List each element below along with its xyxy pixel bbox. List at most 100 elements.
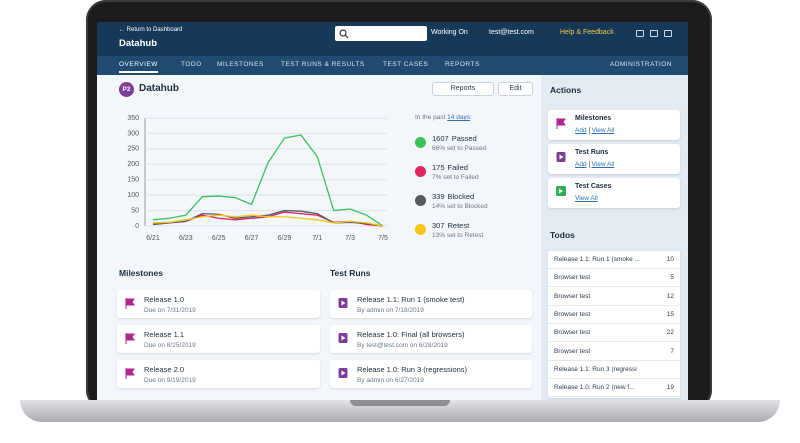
icon-shape	[125, 298, 135, 309]
todo-row[interactable]: Release 1.1: Run 1 (smoke ... 10	[548, 251, 680, 269]
x-tick-label: 6/23	[179, 235, 193, 242]
play-icon	[556, 152, 566, 162]
play-icon	[338, 333, 348, 343]
icon-shape	[559, 154, 564, 160]
todo-row[interactable]: Browser test 22	[548, 324, 680, 343]
todo-name: Browser test	[554, 310, 591, 318]
nav-tab[interactable]: TEST RUNS & RESULTS	[281, 61, 365, 68]
legend-swatch	[415, 224, 426, 235]
todo-count: 15	[666, 310, 674, 318]
admin-tab[interactable]: ADMINISTRATION	[609, 61, 672, 68]
legend-swatch	[415, 166, 426, 177]
todo-row[interactable]: Release 1.1: Run 3 (regressi	[548, 361, 680, 379]
action-link[interactable]: Add	[575, 127, 587, 135]
todo-row[interactable]: Browser test 15	[548, 306, 680, 324]
header-menu[interactable]: test@test.com	[489, 29, 534, 36]
todo-row[interactable]: Browser test 12	[548, 288, 680, 306]
legend-note: 14% set to Blocked	[432, 203, 488, 210]
header-menu[interactable]: Help & Feedback	[560, 29, 614, 36]
play-icon	[338, 368, 348, 378]
todo-row[interactable]: Release 1.0: Run 2 (new f... 19	[548, 379, 680, 398]
flag-icon	[125, 298, 135, 309]
milestone-card[interactable]: Release 1.1 Due on 8/25/2019	[117, 325, 320, 353]
reports-button[interactable]: Reports	[432, 82, 494, 96]
period: In the past 14 days:	[415, 114, 472, 121]
icon-shape	[125, 333, 135, 344]
legend: In the past 14 days: 1607 Passed 66% set t…	[415, 114, 535, 254]
y-tick-label: 50	[131, 207, 139, 214]
action-name: Milestones	[575, 115, 612, 122]
flag-icon	[125, 368, 135, 379]
search-icon	[339, 29, 349, 39]
icon-shape	[341, 300, 346, 306]
milestone-card[interactable]: Release 2.0 Due on 9/19/2019	[117, 360, 320, 388]
todo-name: Browser test	[554, 329, 591, 337]
legend-swatch	[415, 137, 426, 148]
legend-total: 307	[432, 221, 445, 230]
legend-note: 13% set to Retest	[432, 232, 484, 239]
nav-tab[interactable]: TEST CASES	[383, 61, 429, 68]
legend-entry: 307 Retest	[432, 221, 469, 230]
edit-button[interactable]: Edit	[498, 82, 533, 96]
legend-total: 1607	[432, 134, 449, 143]
x-tick-label: 6/29	[278, 235, 292, 242]
todo-name: Browser test	[554, 274, 591, 282]
chart: 0 50 100 150 200 250 300 350 6/21 6/23 6/25 6/27 6/2…	[127, 115, 388, 242]
nav-tab[interactable]: OVERVIEW	[119, 61, 158, 73]
legend-name: Passed	[451, 134, 477, 143]
legend-entry: 339 Blocked	[432, 192, 474, 201]
test-run-card[interactable]: Release 1.1: Run 1 (smoke test) By admin …	[330, 290, 532, 318]
test-runs-title: Test Runs	[330, 268, 371, 278]
header-menu[interactable]: Working On	[431, 29, 468, 36]
test-run-name: Release 1.0: Final (all browsers)	[357, 330, 465, 339]
todo-count: 19	[666, 384, 674, 392]
action-links: Add View All	[575, 161, 614, 168]
action-card: Test Cases View All	[548, 178, 680, 208]
legend-name: Blocked	[447, 192, 475, 201]
project-name: Datahub	[119, 38, 157, 49]
legend-name: Retest	[447, 221, 470, 230]
period-suffix: :	[469, 114, 472, 121]
action-links: View All	[575, 195, 598, 202]
milestones-title: Milestones	[119, 268, 163, 278]
action-link[interactable]: View All	[575, 195, 598, 202]
todo-name: Release 1.1: Run 3 (regressi	[554, 365, 637, 373]
legend-name: Failed	[447, 163, 468, 172]
legend-entry: 175 Failed	[432, 163, 468, 172]
x-tick-label: 6/27	[245, 235, 259, 242]
test-run-card[interactable]: Release 1.0: Final (all browsers) By test…	[330, 325, 532, 353]
header-icon[interactable]	[650, 30, 658, 37]
project-badge: P2	[119, 82, 134, 97]
action-link[interactable]: Add	[575, 161, 587, 169]
milestone-due: Due on 8/25/2019	[144, 342, 196, 349]
legend-total: 339	[432, 192, 445, 201]
action-link[interactable]: View All	[591, 161, 615, 169]
todo-count: 22	[666, 329, 674, 337]
nav-tab[interactable]: REPORTS	[445, 61, 480, 68]
nav-tab[interactable]: TODO	[181, 61, 202, 68]
icon-shape	[556, 118, 566, 129]
overview-title: Datahub	[139, 83, 179, 94]
milestone-name: Release 1.1	[144, 330, 185, 339]
milestone-card[interactable]: Release 1.0 Due on 7/31/2019	[117, 290, 320, 318]
y-tick-label: 350	[127, 115, 139, 122]
action-name: Test Cases	[575, 183, 612, 190]
period-link[interactable]: 14 days	[447, 114, 470, 121]
header-icon[interactable]	[664, 30, 672, 37]
search-box[interactable]	[335, 26, 427, 41]
series-line	[152, 134, 384, 227]
todo-row[interactable]: Browser test 5	[548, 269, 680, 288]
todo-row[interactable]: Browser test 7	[548, 343, 680, 361]
legend-total: 175	[432, 163, 445, 172]
test-run-by: By admin on 6/27/2019	[357, 377, 424, 384]
header-icon[interactable]	[636, 30, 644, 37]
milestone-name: Release 1.0	[144, 295, 185, 304]
nav-tab[interactable]: MILESTONES	[217, 61, 264, 68]
y-tick-label: 0	[135, 223, 139, 230]
action-link[interactable]: View All	[591, 127, 615, 135]
test-run-card[interactable]: Release 1.0: Run 3 (regressions) By admin…	[330, 360, 532, 388]
action-name: Test Runs	[575, 149, 609, 156]
actions-title: Actions	[550, 85, 582, 95]
y-tick-label: 300	[127, 130, 139, 137]
back-link[interactable]: ← Return to Dashboard	[119, 27, 183, 33]
